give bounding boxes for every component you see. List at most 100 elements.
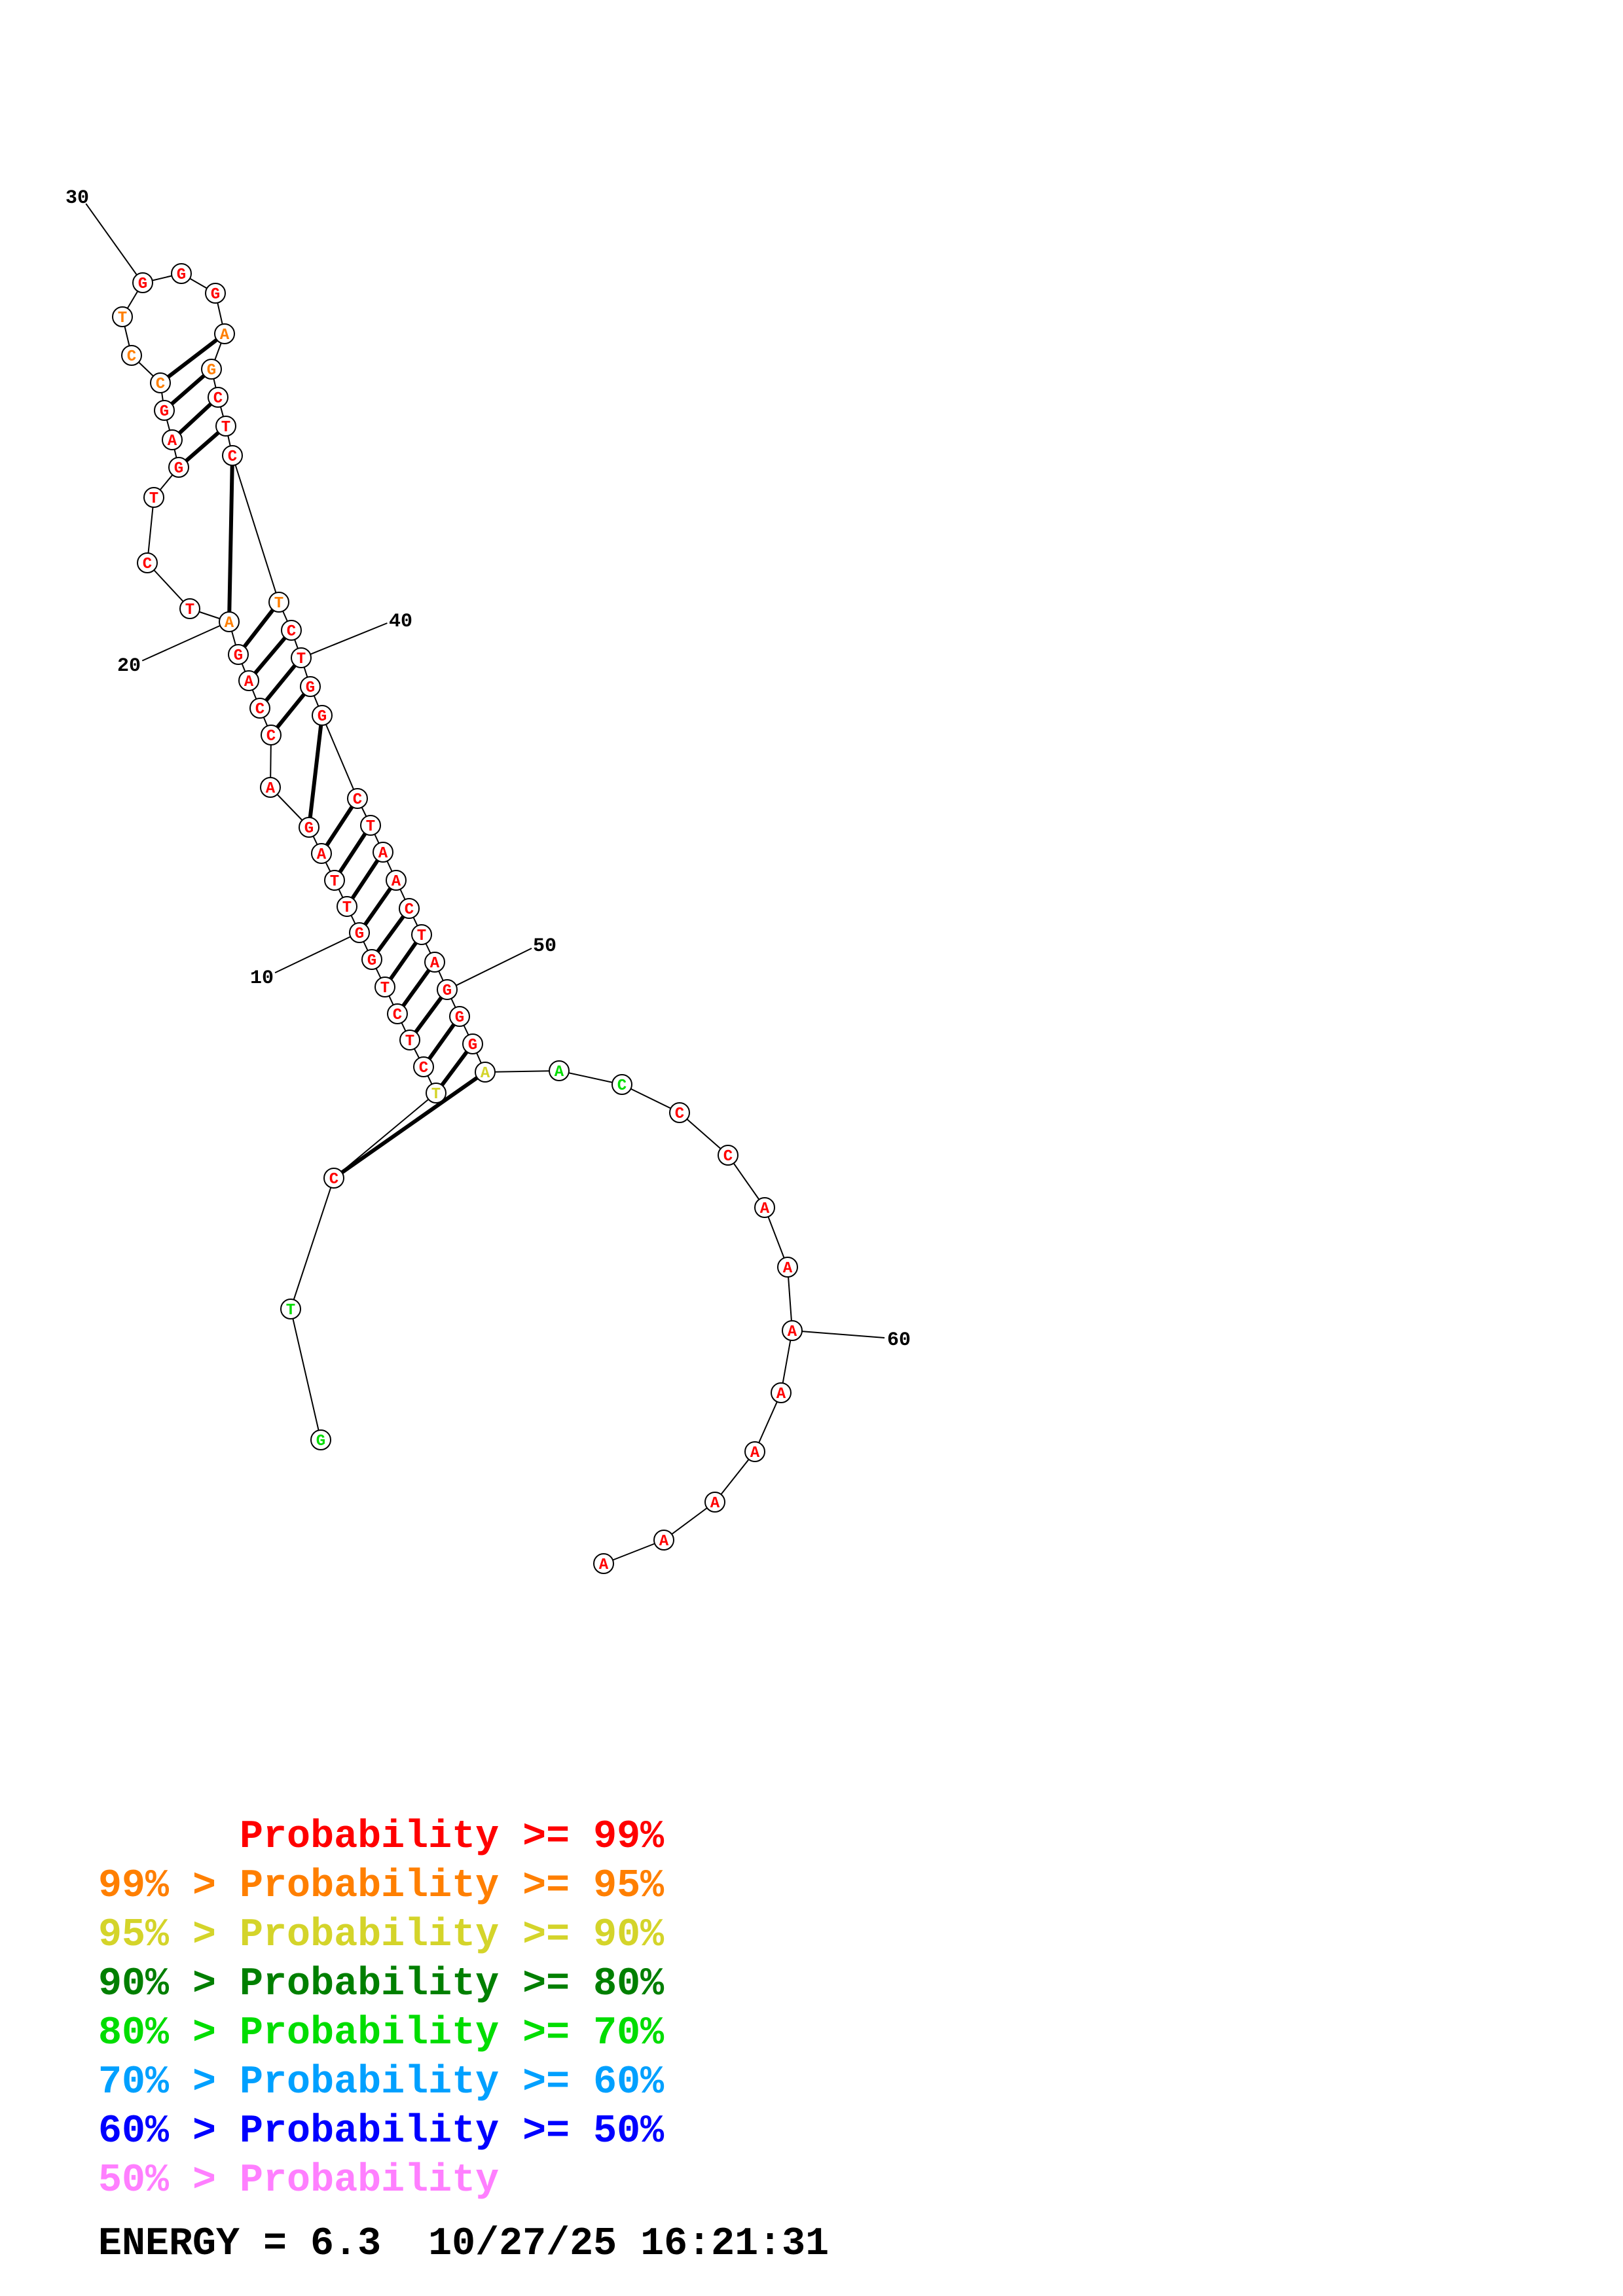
nucleotide-circle xyxy=(222,445,243,466)
nucleotide: A xyxy=(744,1441,765,1462)
nucleotide: G xyxy=(449,1006,470,1027)
nucleotide: G xyxy=(310,1429,331,1450)
nucleotide-base: C xyxy=(228,448,237,466)
backbone-layer xyxy=(122,273,793,1564)
position-label: 30 xyxy=(65,187,89,209)
nucleotide-circle xyxy=(323,1168,344,1189)
nucleotide-circle xyxy=(611,1074,632,1095)
legend-row: Probability >= 99% xyxy=(98,1813,664,1862)
nucleotide-circle xyxy=(132,272,153,293)
nucleotide-base: T xyxy=(221,419,230,437)
nucleotide: T xyxy=(112,306,133,327)
nucleotide: G xyxy=(205,283,226,304)
nucleotide: G xyxy=(312,705,333,726)
nucleotide-circle xyxy=(754,1197,775,1218)
position-label-layer: 10 20 30 40 50 60 xyxy=(65,187,911,1352)
nucleotide-circle xyxy=(281,620,302,641)
legend-row: 90% > Probability >= 80% xyxy=(98,1960,664,2009)
nucleotide-base: T xyxy=(286,1302,295,1319)
nucleotide-circle xyxy=(462,1033,483,1054)
nucleotide: A xyxy=(386,870,407,891)
nucleotide-base: T xyxy=(274,595,283,613)
nucleotide-base: T xyxy=(366,818,375,836)
base-pair-bond xyxy=(242,609,275,648)
nucleotide: G xyxy=(437,979,458,1000)
nucleotide: G xyxy=(154,400,175,421)
backbone-segment xyxy=(290,1308,321,1441)
nucleotide-circle xyxy=(669,1102,690,1123)
nucleotide: A xyxy=(593,1553,614,1574)
backbone-segment xyxy=(727,1155,765,1208)
nucleotide-base: T xyxy=(342,899,352,917)
nucleotide-circle xyxy=(154,400,175,421)
legend-text: Probability >= 90% xyxy=(240,1913,665,1958)
nucleotide-circle xyxy=(162,429,183,450)
legend-text: Probability >= 50% xyxy=(240,2109,665,2154)
backbone-segment xyxy=(290,1177,335,1310)
backbone-segment xyxy=(603,1539,665,1564)
backbone-segment xyxy=(321,715,358,799)
position-label: 50 xyxy=(533,935,556,958)
nucleotide-circle xyxy=(387,1003,408,1024)
nucleotide-circle xyxy=(310,1429,331,1450)
nucleotide: C xyxy=(347,788,368,809)
nucleotide-circle xyxy=(718,1145,739,1166)
nucleotide-circle xyxy=(411,924,432,945)
legend-text: Probability >= 70% xyxy=(240,2011,665,2056)
backbone-segment xyxy=(679,1112,729,1156)
backbone-segment xyxy=(484,1070,560,1073)
legend-text: Probability xyxy=(240,2159,500,2203)
nucleotide: G xyxy=(168,457,189,478)
legend-prefix: 70% > xyxy=(98,2060,240,2105)
nucleotide-base: A xyxy=(168,433,177,450)
nucleotide-base: A xyxy=(378,845,388,863)
base-pair-layer xyxy=(167,338,479,1174)
backbone-segment xyxy=(558,1070,623,1085)
nucleotide-circle xyxy=(249,698,270,719)
position-tick xyxy=(141,624,221,662)
nucleotide-circle xyxy=(399,1030,420,1050)
nucleotide-circle xyxy=(261,725,282,745)
nucleotide-base: G xyxy=(468,1037,477,1054)
nucleotide-base: T xyxy=(118,310,127,327)
nucleotide-circle xyxy=(179,598,200,619)
nucleotide-base: C xyxy=(156,376,165,393)
nucleotide-circle xyxy=(300,676,321,697)
nucleotide-base: A xyxy=(599,1556,609,1574)
nucleotide: C xyxy=(222,445,243,466)
legend-prefix: 95% > xyxy=(98,1913,240,1958)
nucleotide: T xyxy=(268,592,289,613)
nucleotide-base: A xyxy=(244,673,254,691)
nucleotide-circle xyxy=(238,670,259,691)
nucleotide: C xyxy=(281,620,302,641)
nucleotide-circle xyxy=(413,1056,434,1077)
legend-prefix: 99% > xyxy=(98,1864,240,1909)
nucleotide-base: G xyxy=(177,266,186,284)
nucleotide-base: A xyxy=(776,1386,786,1403)
backbone-segment xyxy=(714,1451,756,1503)
nucleotide: A xyxy=(549,1060,570,1081)
backbone-segment xyxy=(663,1501,716,1541)
nucleotide: A xyxy=(754,1197,775,1218)
nucleotide-base: A xyxy=(710,1495,720,1513)
nucleotide-circle xyxy=(361,949,382,970)
nucleotide-base: G xyxy=(455,1009,464,1027)
nucleotide-circle xyxy=(373,842,393,863)
nucleotide-base: C xyxy=(266,728,276,745)
nucleotide: C xyxy=(121,345,142,366)
base-pair-bond xyxy=(389,941,418,980)
nucleotide-base: C xyxy=(405,901,414,919)
nucleotide: A xyxy=(214,323,235,344)
nucleotide: G xyxy=(201,359,222,380)
nucleotide: A xyxy=(782,1320,803,1341)
nucleotide-base: G xyxy=(207,362,216,380)
nucleotide-circle xyxy=(437,979,458,1000)
nucleotide-base: T xyxy=(417,927,426,945)
base-pair-bond xyxy=(428,1023,456,1060)
nucleotide-circle xyxy=(168,457,189,478)
nucleotide-base: A xyxy=(659,1533,669,1551)
legend-text: Probability >= 80% xyxy=(240,1962,665,2007)
nucleotide: T xyxy=(143,487,164,508)
nucleotide-circle xyxy=(260,777,281,798)
